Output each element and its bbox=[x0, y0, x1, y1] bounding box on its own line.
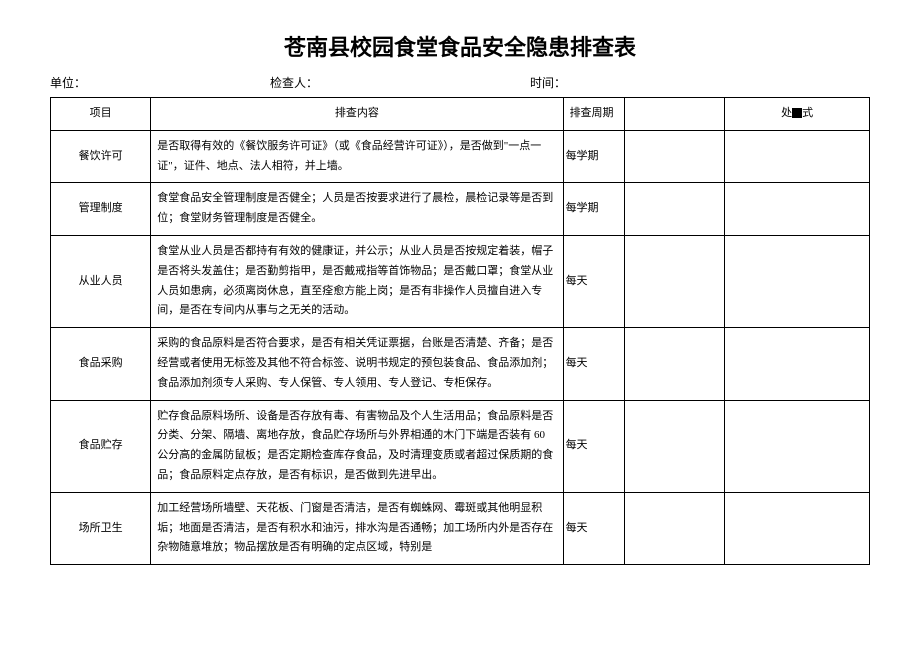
cell-blank bbox=[624, 183, 724, 236]
th-action-suffix: 式 bbox=[802, 107, 813, 119]
cell-category: 管理制度 bbox=[51, 183, 151, 236]
table-row: 管理制度 食堂食品安全管理制度是否健全；人员是否按要求进行了晨检，晨检记录等是否… bbox=[51, 183, 870, 236]
cell-category: 食品采购 bbox=[51, 328, 151, 400]
cell-freq: 每天 bbox=[563, 492, 624, 564]
cell-content: 加工经营场所墙壁、天花板、门窗是否清洁，是否有蜘蛛网、霉斑或其他明显积垢；地面是… bbox=[151, 492, 563, 564]
cell-content: 贮存食品原料场所、设备是否存放有毒、有害物品及个人生活用品；食品原料是否分类、分… bbox=[151, 400, 563, 492]
cell-content: 是否取得有效的《餐饮服务许可证》（或《食品经营许可证》），是否做到"一点一证"，… bbox=[151, 130, 563, 183]
table-row: 从业人员 食堂从业人员是否都持有有效的健康证，并公示；从业人员是否按规定着装，帽… bbox=[51, 235, 870, 327]
cell-category: 从业人员 bbox=[51, 235, 151, 327]
cell-category: 场所卫生 bbox=[51, 492, 151, 564]
cell-blank bbox=[624, 235, 724, 327]
table-row: 场所卫生 加工经营场所墙壁、天花板、门窗是否清洁，是否有蜘蛛网、霉斑或其他明显积… bbox=[51, 492, 870, 564]
cell-action bbox=[725, 183, 870, 236]
th-content: 排查内容 bbox=[151, 98, 563, 131]
th-action-prefix: 处 bbox=[781, 107, 792, 119]
table-header-row: 项目 排查内容 排查周期 处式 bbox=[51, 98, 870, 131]
cell-action bbox=[725, 130, 870, 183]
cell-action bbox=[725, 492, 870, 564]
cell-content: 食堂食品安全管理制度是否健全；人员是否按要求进行了晨检，晨检记录等是否到位；食堂… bbox=[151, 183, 563, 236]
cell-freq: 每天 bbox=[563, 400, 624, 492]
cell-content: 采购的食品原料是否符合要求，是否有相关凭证票据，台账是否清楚、齐备；是否经营或者… bbox=[151, 328, 563, 400]
cell-blank bbox=[624, 130, 724, 183]
cell-freq: 每学期 bbox=[563, 183, 624, 236]
page-title: 苍南县校园食堂食品安全隐患排查表 bbox=[50, 30, 870, 62]
th-category: 项目 bbox=[51, 98, 151, 131]
cell-blank bbox=[624, 492, 724, 564]
cell-freq: 每天 bbox=[563, 328, 624, 400]
table-row: 餐饮许可 是否取得有效的《餐饮服务许可证》（或《食品经营许可证》），是否做到"一… bbox=[51, 130, 870, 183]
meta-time-label: 时间： bbox=[530, 74, 860, 91]
meta-unit-label: 单位： bbox=[50, 74, 260, 91]
th-action: 处式 bbox=[725, 98, 870, 131]
cell-category: 餐饮许可 bbox=[51, 130, 151, 183]
cell-action bbox=[725, 400, 870, 492]
cell-freq: 每学期 bbox=[563, 130, 624, 183]
cell-blank bbox=[624, 328, 724, 400]
block-icon bbox=[792, 108, 802, 118]
cell-action bbox=[725, 235, 870, 327]
th-freq: 排查周期 bbox=[563, 98, 624, 131]
th-blank bbox=[624, 98, 724, 131]
table-row: 食品贮存 贮存食品原料场所、设备是否存放有毒、有害物品及个人生活用品；食品原料是… bbox=[51, 400, 870, 492]
cell-freq: 每天 bbox=[563, 235, 624, 327]
inspection-table: 项目 排查内容 排查周期 处式 餐饮许可 是否取得有效的《餐饮服务许可证》（或《… bbox=[50, 97, 870, 565]
table-row: 食品采购 采购的食品原料是否符合要求，是否有相关凭证票据，台账是否清楚、齐备；是… bbox=[51, 328, 870, 400]
cell-content: 食堂从业人员是否都持有有效的健康证，并公示；从业人员是否按规定着装，帽子是否将头… bbox=[151, 235, 563, 327]
cell-blank bbox=[624, 400, 724, 492]
cell-action bbox=[725, 328, 870, 400]
cell-category: 食品贮存 bbox=[51, 400, 151, 492]
meta-inspector-label: 检查人： bbox=[270, 74, 520, 91]
meta-row: 单位： 检查人： 时间： bbox=[50, 74, 870, 91]
